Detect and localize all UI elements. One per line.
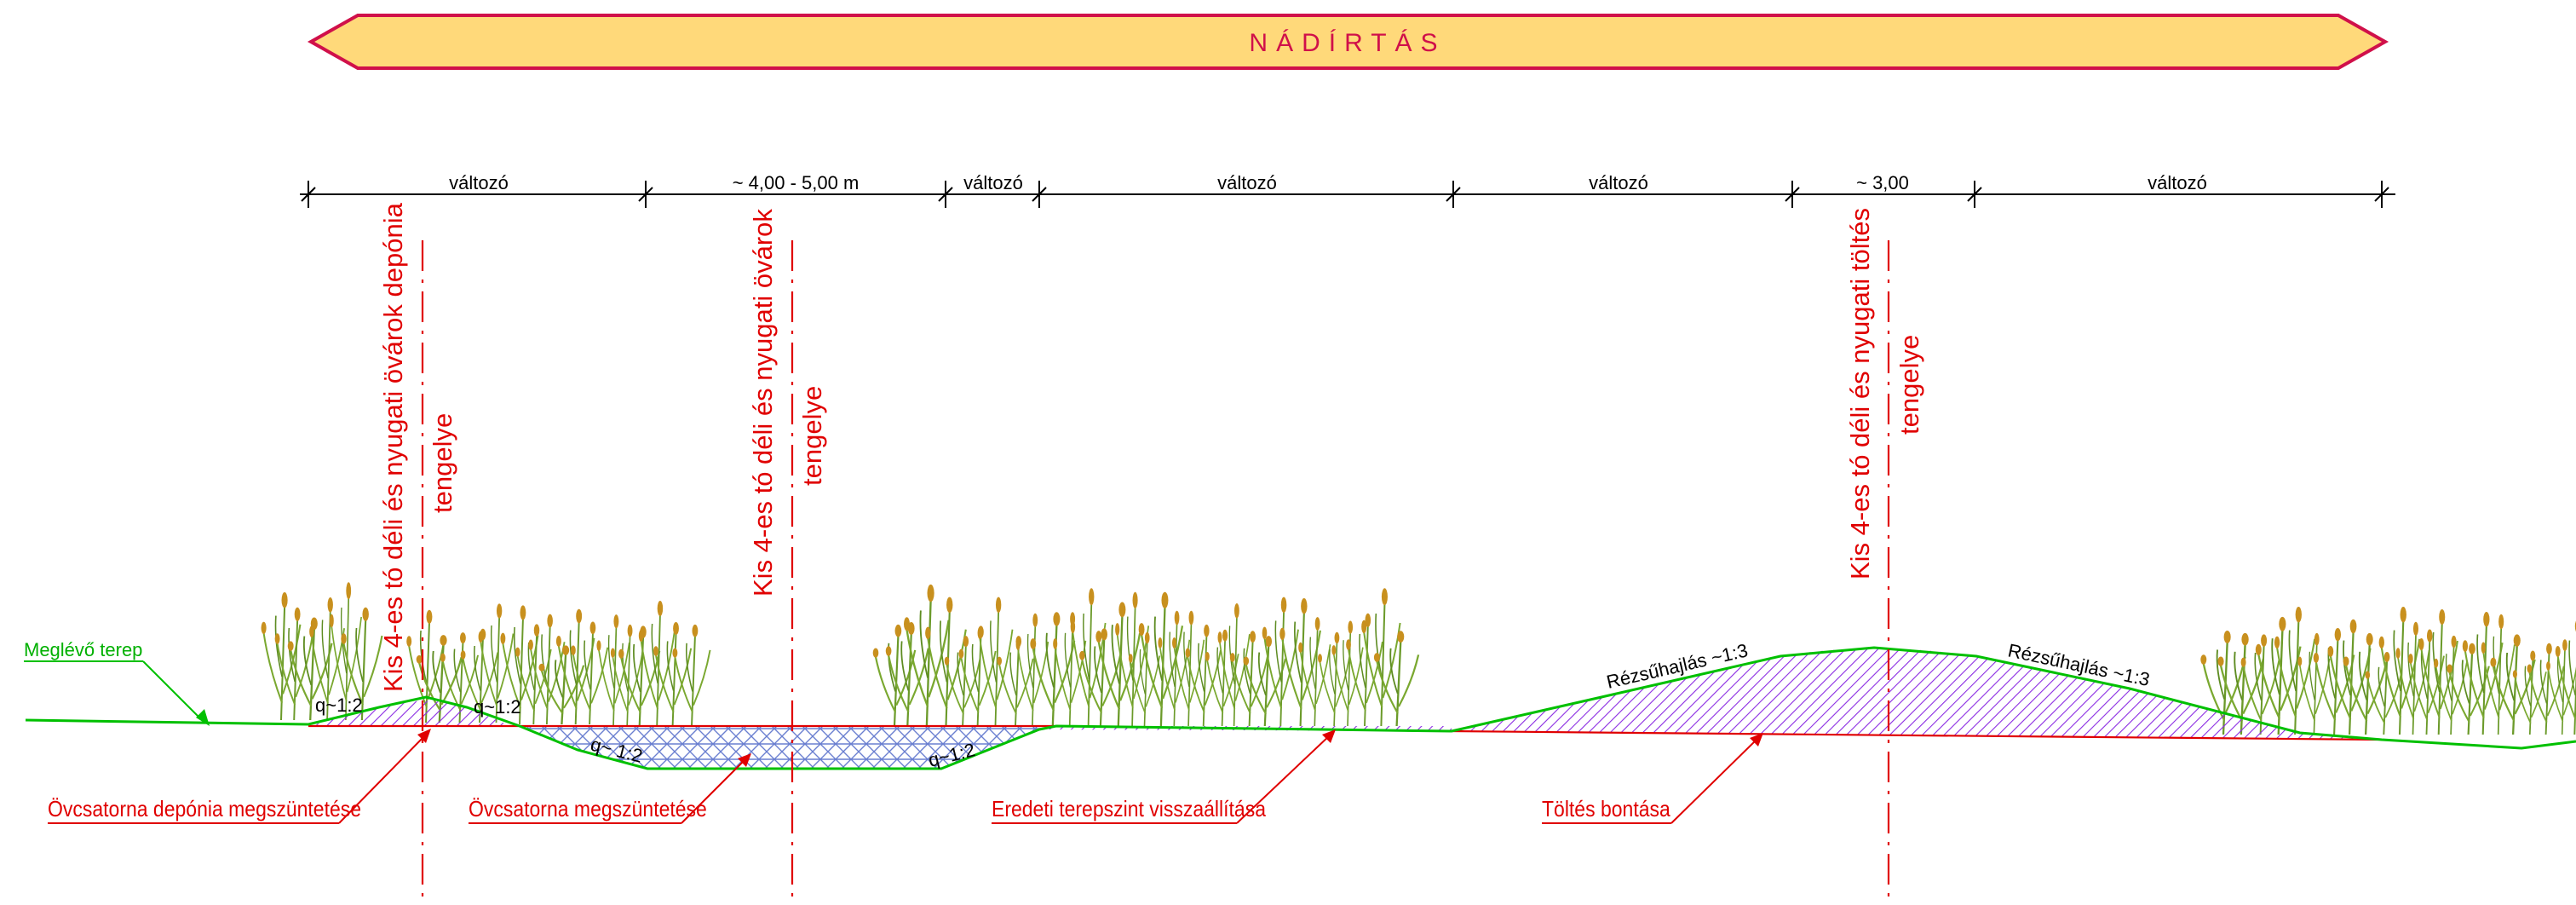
existing-terrain-line	[25, 646, 2576, 770]
axis-label-deponia-line2: tengelye	[428, 413, 457, 513]
axis-label-ditch-line1: Kis 4-es tó déli és nyugati övárok	[748, 209, 778, 597]
reed-plant	[671, 623, 711, 727]
axis-label-embankment: Kis 4-es tó déli és nyugati töltés tenge…	[1845, 208, 1924, 579]
reed-plant	[1015, 612, 1049, 727]
dim-label-2: ~ 4,00 - 5,00 m	[733, 172, 860, 193]
callout-ditch: Övcsatorna megszüntetése	[469, 753, 751, 824]
banner-title: NÁDÍRTÁS	[1249, 29, 1446, 57]
banner-arrow-shape	[307, 14, 2389, 70]
axis-label-deponia-line1: Kis 4-es tó déli és nyugati övárok depón…	[378, 202, 408, 692]
callout-restore-label: Eredeti terepszint visszaállítása	[992, 798, 1266, 821]
callout-restore: Eredeti terepszint visszaállítása	[992, 729, 1336, 824]
dim-label-5: változó	[1589, 172, 1648, 193]
axis-lines	[421, 240, 1890, 905]
dim-label-1: változó	[449, 172, 509, 193]
banner: NÁDÍRTÁS	[307, 14, 2389, 70]
reed-plant	[1052, 611, 1087, 727]
axis-label-embankment-line2: tengelye	[1895, 335, 1924, 435]
callout-deponia: Övcsatorna depónia megszüntetése	[48, 729, 431, 824]
dim-label-4: változó	[1217, 172, 1277, 193]
reed-plant	[2545, 638, 2576, 735]
callout-ditch-label: Övcsatorna megszüntetése	[469, 798, 707, 821]
reed-vegetation	[260, 581, 2576, 736]
axis-label-embankment-line1: Kis 4-es tó déli és nyugati töltés	[1845, 208, 1875, 579]
reed-plant	[2312, 626, 2355, 736]
reed-plant	[1069, 587, 1107, 728]
callout-existing-terrain-label: Meglévő terep	[24, 639, 142, 660]
embankment-body	[1452, 648, 2382, 740]
dim-label-7: változó	[2148, 172, 2207, 193]
slope-label-deponia-right: q~1:2	[474, 696, 521, 718]
axis-label-ditch: Kis 4-es tó déli és nyugati övárok tenge…	[748, 209, 827, 597]
slope-label-deponia-left: q~1:2	[315, 695, 363, 716]
callout-existing-terrain: Meglévő terep	[24, 639, 210, 726]
callout-embankment-label: Töltés bontása	[1542, 798, 1670, 821]
deponia-mound	[308, 700, 511, 726]
callout-deponia-label: Övcsatorna depónia megszüntetése	[48, 798, 361, 821]
ditch-fill	[520, 726, 1056, 769]
axis-label-deponia: Kis 4-es tó déli és nyugati övárok depón…	[378, 202, 457, 692]
axis-label-ditch-line2: tengelye	[797, 386, 827, 486]
dim-label-3: változó	[963, 172, 1023, 193]
callout-embankment: Töltés bontása	[1542, 733, 1763, 824]
dim-label-6: ~ 3,00	[1856, 172, 1909, 193]
reed-plant	[976, 596, 1014, 728]
dimension-line: változó ~ 4,00 - 5,00 m változó változó …	[300, 172, 2395, 208]
